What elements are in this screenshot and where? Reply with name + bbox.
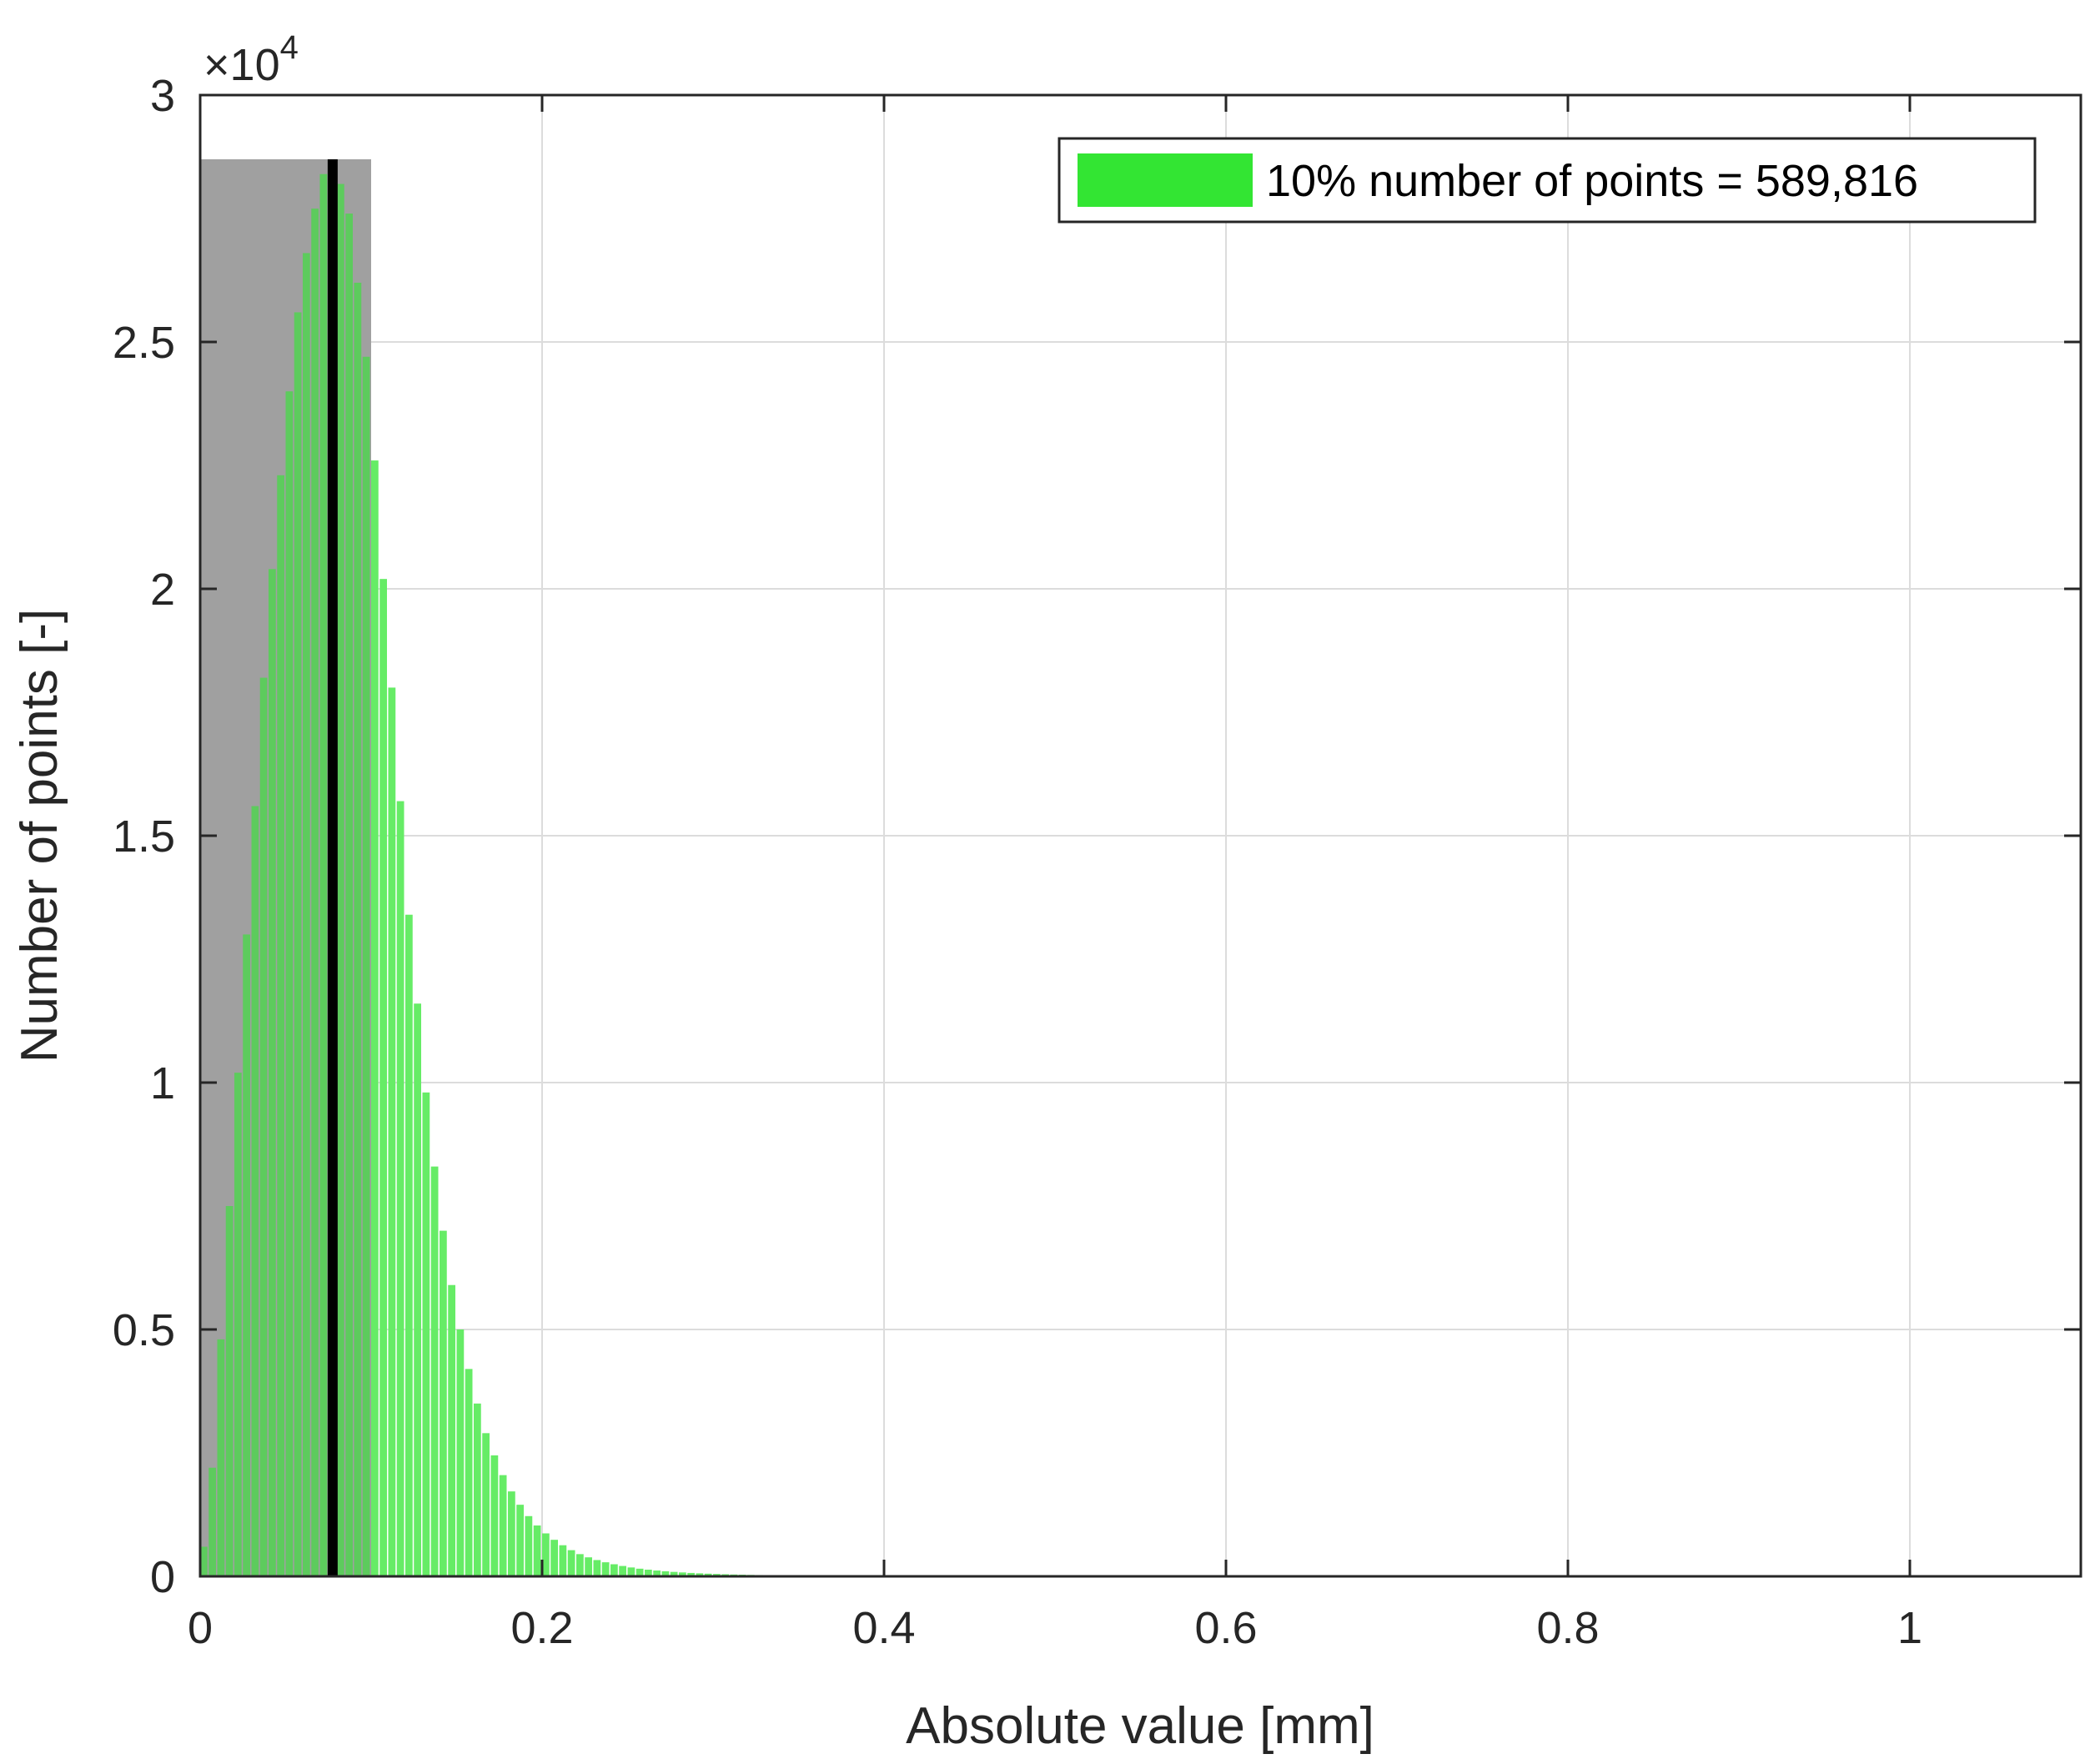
histogram-bar — [345, 214, 353, 1577]
histogram-bar — [337, 183, 344, 1576]
histogram-bar — [303, 253, 310, 1577]
y-tick-labels: 0 0.5 1 1.5 2 2.5 3 — [113, 71, 175, 1602]
histogram-bar — [371, 460, 379, 1576]
histogram-bar — [704, 1573, 712, 1576]
histogram-bar — [362, 356, 370, 1576]
histogram-bar — [243, 934, 250, 1576]
histogram-bar — [277, 475, 284, 1576]
histogram-bar — [645, 1570, 652, 1576]
y-tick-label: 1.5 — [113, 812, 175, 862]
histogram-bar — [474, 1403, 481, 1576]
histogram-bar — [542, 1533, 550, 1576]
histogram-bar — [440, 1230, 447, 1576]
legend-label: 10% number of points = 589,816 — [1266, 156, 1918, 206]
histogram-bar — [585, 1557, 592, 1576]
y-axis-title: Number of points [-] — [11, 609, 68, 1063]
x-axis-title: Absolute value [mm] — [906, 1697, 1374, 1755]
histogram-bar — [269, 569, 276, 1576]
histogram-bar — [636, 1568, 644, 1576]
histogram-bar — [653, 1571, 661, 1576]
histogram-bar — [516, 1505, 524, 1576]
histogram-bar — [208, 1467, 216, 1576]
histogram-bar — [687, 1572, 695, 1576]
histogram-bar — [601, 1562, 610, 1576]
x-tick-label: 0.6 — [1194, 1603, 1257, 1653]
y-tick-label: 2 — [150, 565, 175, 615]
grid-lines — [200, 95, 2081, 1576]
histogram-bar — [430, 1166, 439, 1576]
histogram-bar — [396, 801, 404, 1576]
histogram-bar — [550, 1540, 558, 1576]
y-exponent-power: 4 — [280, 29, 299, 66]
y-exponent-label: ×104 — [203, 29, 299, 90]
histogram-bar — [388, 687, 396, 1576]
y-exponent-base: ×10 — [203, 40, 280, 90]
x-tick-label: 0.2 — [510, 1603, 573, 1653]
histogram-bar — [234, 1073, 242, 1576]
legend: 10% number of points = 589,816 — [1058, 137, 2037, 224]
x-tick-label: 0 — [188, 1603, 213, 1653]
histogram-bar — [576, 1554, 584, 1576]
y-tick-label: 0 — [150, 1552, 175, 1602]
histogram-bar — [319, 173, 328, 1577]
x-tick-label: 0.8 — [1536, 1603, 1599, 1653]
histogram-bar — [456, 1329, 465, 1576]
histogram-bar — [285, 391, 294, 1577]
x-tick-labels: 0 0.2 0.4 0.6 0.8 1 — [188, 1603, 1922, 1653]
histogram-bar — [311, 209, 319, 1576]
y-tick-label: 3 — [150, 71, 175, 121]
histogram-bar — [405, 914, 413, 1576]
y-tick-label: 0.5 — [113, 1305, 175, 1355]
y-tick-label: 1 — [150, 1058, 175, 1108]
histogram-bar — [217, 1339, 225, 1576]
histogram-bar — [490, 1455, 499, 1576]
histogram-bar — [533, 1525, 541, 1576]
histogram-bar — [559, 1545, 567, 1576]
histogram-bar — [251, 806, 259, 1576]
histogram-bar — [448, 1284, 455, 1576]
histogram-bar — [294, 312, 302, 1577]
histogram-bar — [354, 282, 362, 1577]
x-tick-label: 1 — [1897, 1603, 1922, 1653]
tick-marks — [198, 93, 2081, 1578]
histogram-bar — [661, 1571, 670, 1576]
histogram-bar — [379, 579, 387, 1577]
histogram-bar — [499, 1475, 507, 1576]
histogram-bar — [593, 1560, 601, 1576]
histogram-bar — [525, 1515, 533, 1576]
histogram-bar — [567, 1550, 575, 1576]
histogram-bar — [610, 1564, 618, 1576]
histogram-bar — [619, 1566, 626, 1576]
histogram-bar — [696, 1573, 704, 1576]
y-tick-label: 2.5 — [113, 318, 175, 368]
x-tick-label: 0.4 — [852, 1603, 915, 1653]
histogram-bar — [679, 1572, 686, 1576]
histogram-bar — [225, 1206, 234, 1576]
histogram-bar — [627, 1567, 636, 1576]
histogram-bar — [200, 1546, 208, 1576]
histogram-bar — [259, 677, 268, 1576]
histogram-bar — [508, 1491, 515, 1576]
legend-swatch — [1078, 153, 1253, 207]
histogram-bar — [482, 1433, 490, 1576]
histogram-bar — [670, 1571, 678, 1576]
histogram-bar — [465, 1369, 473, 1576]
histogram-bar — [422, 1092, 430, 1576]
histogram-bar — [414, 1003, 421, 1576]
